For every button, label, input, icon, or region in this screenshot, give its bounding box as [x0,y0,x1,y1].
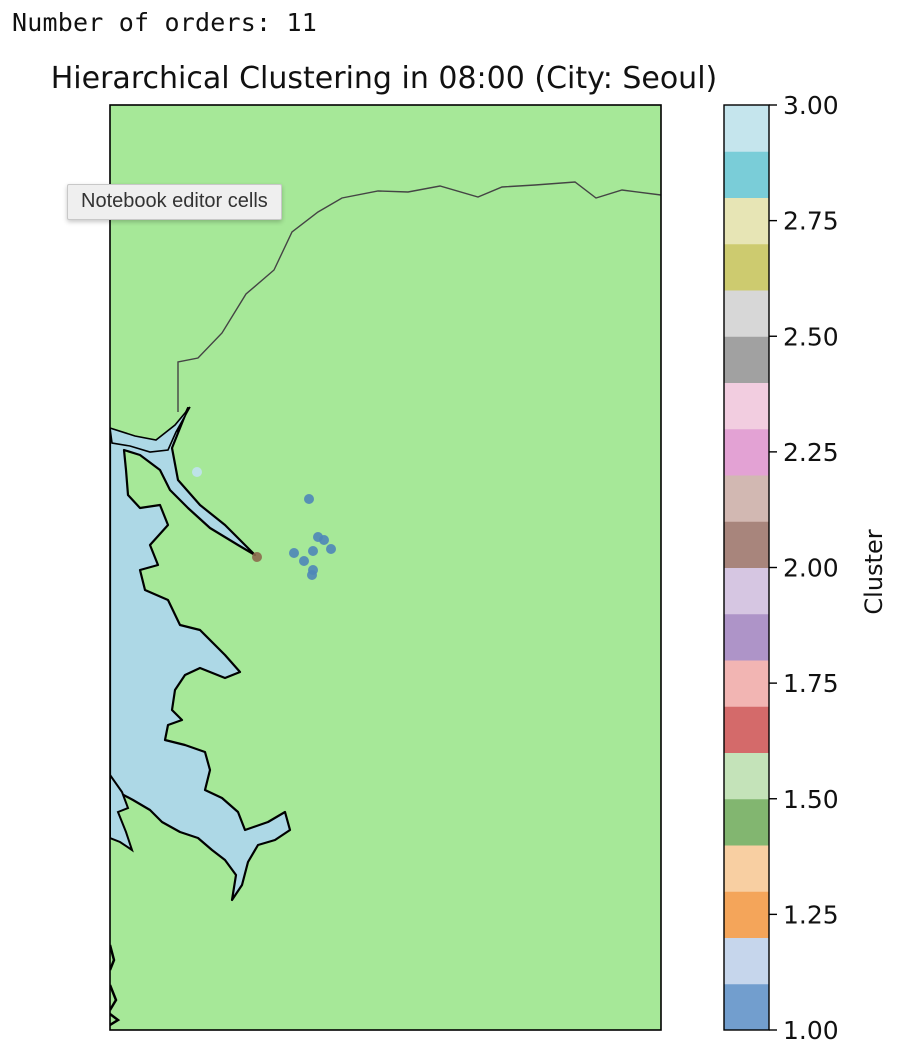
colorbar-bin [724,197,769,245]
colorbar-bin [724,521,769,568]
colorbar [724,105,769,1031]
shore-fragment [110,773,134,853]
colorbar-tick-label: 1.25 [783,900,839,929]
notebook-editor-cells-tooltip: Notebook editor cells [67,184,282,220]
land-area [110,105,661,1030]
colorbar-bin [724,983,769,1031]
colorbar-bin [724,382,769,430]
map-axes [110,105,661,1030]
order-point [319,535,329,545]
map-frame [109,104,662,1031]
colorbar-bin [724,845,769,892]
order-point [304,494,314,504]
colorbar-bin [724,752,769,800]
colorbar-bin [724,660,769,707]
cluster-3-point [192,467,202,477]
colorbar-bin [724,105,769,152]
colorbar-tick-label: 1.00 [783,1016,839,1045]
colorbar-bin [724,798,769,846]
order-point [326,544,336,554]
colorbar-bin [724,290,769,337]
colorbar-tick-label: 2.50 [783,322,839,351]
order-point [289,548,299,558]
colorbar-tick-label: 3.00 [783,91,839,120]
colorbar-tick-label: 2.25 [783,438,839,467]
colorbar-bin [724,243,769,291]
sea-area [110,406,292,902]
border-line [177,181,661,412]
cluster-1-points [289,494,336,580]
colorbar-bin [724,151,769,198]
colorbar-tick-label: 1.75 [783,669,839,698]
order-point [299,556,309,566]
chart-title: Hierarchical Clustering in 08:00 (City: … [51,61,718,96]
river-channel [110,406,191,453]
colorbar-tick-label: 2.75 [783,207,839,236]
colorbar-bin [724,428,769,476]
colorbar-bin [724,475,769,522]
colorbar-tick-label: 1.50 [783,785,839,814]
colorbar-ticks: 1.00 1.25 1.50 1.75 2.00 2.25 2.50 2.75 3.00 [769,91,839,1045]
colorbar-bin [724,937,769,985]
order-count-output: Number of orders: 11 [12,8,318,37]
cluster-2-point [252,552,262,562]
colorbar-bin [724,706,769,753]
colorbar-tick-label: 2.00 [783,554,839,583]
colorbar-label: Cluster [860,529,888,614]
colorbar-bin [724,336,769,383]
order-point [308,546,318,556]
colorbar-bin [724,613,769,661]
shore-fragment [110,944,121,1027]
colorbar-bin [724,567,769,615]
order-point [307,570,317,580]
colorbar-bin [724,891,769,938]
